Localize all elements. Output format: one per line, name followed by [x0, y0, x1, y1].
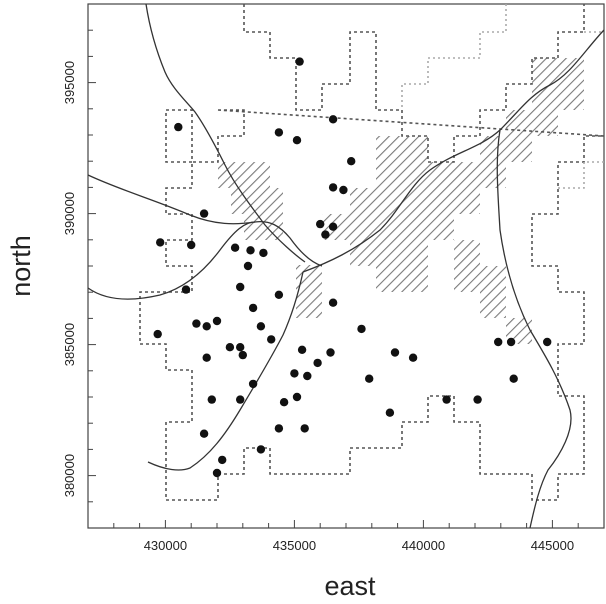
x-tick-label: 430000: [144, 538, 187, 553]
data-point-14: [259, 248, 268, 258]
hatch-region-central: [296, 265, 322, 318]
data-point-4: [292, 136, 302, 145]
data-point-40: [290, 369, 299, 378]
data-point-37: [326, 348, 335, 357]
data-point-46: [279, 398, 289, 407]
plot-frame: [87, 3, 605, 529]
data-point-30: [357, 324, 366, 334]
data-point-47: [292, 392, 302, 402]
x-tick-label: 440000: [402, 538, 445, 553]
data-point-33: [236, 343, 245, 352]
road-south: [147, 271, 304, 471]
data-point-41: [303, 371, 312, 381]
data-point-53: [300, 424, 309, 433]
data-point-10: [156, 238, 165, 247]
data-point-31: [202, 353, 211, 362]
data-point-58: [506, 337, 516, 347]
data-point-35: [297, 345, 307, 354]
region-boundary-outer: [401, 4, 507, 110]
road-east: [496, 129, 572, 528]
data-point-54: [256, 445, 266, 454]
data-point-8: [339, 185, 348, 195]
data-point-9: [199, 209, 209, 218]
hatched-regions: [218, 58, 584, 344]
data-point-51: [199, 429, 209, 438]
data-point-25: [202, 322, 211, 331]
data-point-50: [473, 395, 482, 404]
y-tick-label: 390000: [62, 192, 77, 235]
road-northeast: [302, 29, 604, 273]
hatch-region-east: [454, 240, 532, 344]
roads: [88, 4, 604, 528]
x-axis-title: east: [324, 571, 376, 601]
data-point-16: [321, 230, 330, 239]
data-point-5: [328, 115, 338, 124]
data-point-38: [390, 348, 400, 357]
road-southwest: [88, 221, 256, 300]
data-point-59: [543, 337, 552, 347]
region-boundary-outer-east: [558, 161, 604, 189]
data-point-7: [328, 183, 338, 192]
hatch-region-west: [218, 162, 283, 240]
road-north: [145, 4, 306, 263]
data-point-45: [236, 395, 245, 404]
data-point-21: [274, 290, 284, 299]
data-point-39: [408, 353, 418, 362]
data-points: [153, 57, 552, 478]
data-point-43: [365, 374, 374, 383]
data-point-48: [385, 408, 395, 417]
data-point-17: [328, 222, 338, 231]
data-point-15: [316, 219, 325, 229]
region-boundary-lower: [139, 109, 604, 501]
data-point-1: [295, 57, 304, 66]
data-point-49: [442, 395, 451, 404]
data-point-32: [225, 343, 235, 352]
y-axis-title: north: [6, 235, 36, 297]
data-point-20: [236, 282, 245, 292]
data-point-23: [328, 298, 338, 307]
data-point-34: [238, 350, 247, 360]
x-tick-label: 435000: [273, 538, 316, 553]
data-point-24: [192, 319, 201, 328]
region-cell-nw: [165, 109, 193, 163]
data-point-26: [212, 316, 222, 326]
data-point-13: [246, 246, 255, 255]
y-tick-label: 385000: [62, 323, 77, 366]
data-point-12: [230, 243, 240, 252]
data-point-3: [274, 128, 284, 137]
data-point-57: [494, 337, 503, 347]
data-point-60: [509, 374, 518, 383]
region-boundary-main: [243, 4, 585, 163]
data-point-18: [243, 261, 253, 271]
axis-ticks: 430000 435000 440000 445000 380000 385000 3900…: [62, 29, 579, 553]
data-point-19: [181, 285, 191, 294]
y-tick-label: 380000: [62, 454, 77, 497]
data-point-29: [267, 335, 276, 344]
data-point-22: [248, 303, 258, 313]
x-tick-label: 445000: [531, 538, 574, 553]
road-west: [88, 174, 323, 267]
y-tick-label: 395000: [62, 61, 77, 104]
data-point-27: [153, 329, 162, 339]
hatch-region-ridge: [322, 58, 584, 292]
data-point-2: [174, 122, 183, 132]
data-point-36: [313, 358, 322, 368]
data-point-44: [207, 395, 216, 404]
data-point-6: [347, 157, 356, 166]
data-point-11: [187, 240, 196, 250]
data-point-28: [256, 322, 266, 331]
data-point-52: [274, 424, 284, 433]
data-point-42: [248, 379, 258, 389]
data-point-56: [212, 468, 222, 478]
data-point-55: [218, 455, 227, 465]
